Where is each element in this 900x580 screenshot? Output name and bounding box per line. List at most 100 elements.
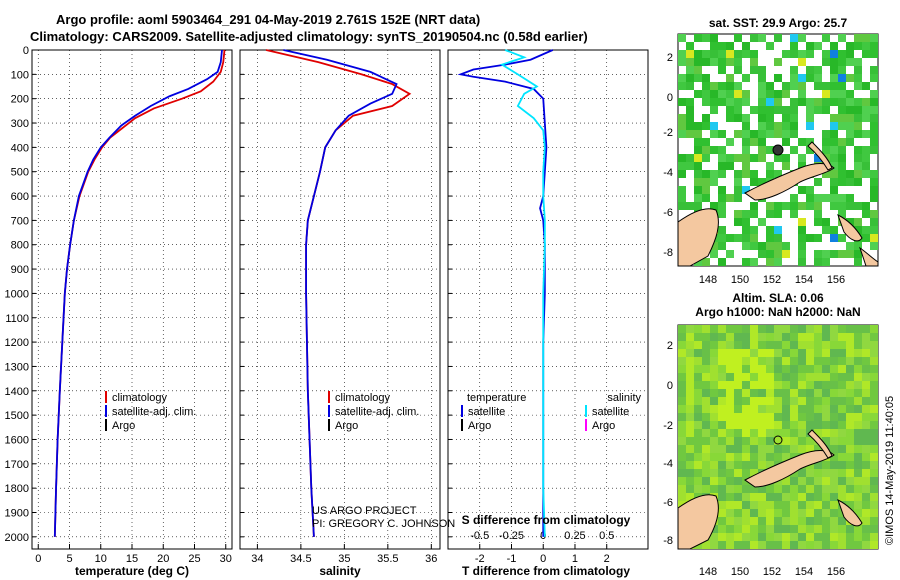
sst-cell [702,114,710,122]
y-tick-label: 500 [11,167,29,179]
sla-cell [798,333,806,341]
sla-cell [678,397,686,405]
sla-cell [846,373,854,381]
sla-cell [782,541,790,549]
sla-cell [854,533,862,541]
sla-cell [830,373,838,381]
sst-cell [854,34,862,42]
sst-cell [750,34,758,42]
sst-cell [718,186,726,194]
sla-cell [822,413,830,421]
sst-cell [694,34,702,42]
sst-cell [798,186,806,194]
sla-cell [846,333,854,341]
sst-cell [750,242,758,250]
sla-cell [750,349,758,357]
x-tick-label: -2 [475,553,485,565]
sst-cell [798,218,806,226]
sst-cell [862,34,870,42]
sst-cell [830,226,838,234]
sst-cell [678,186,686,194]
sla-cell [814,493,822,501]
sst-cell [846,74,854,82]
sst-cell [766,42,774,50]
sst-cell [718,194,726,202]
sst-cell [814,234,822,242]
sst-cell [726,98,734,106]
sla-cell [718,381,726,389]
sst-cell [758,66,766,74]
sla-cell [678,365,686,373]
sst-cell [710,178,718,186]
legend-label-satellite: satellite-adj. clim. [335,406,419,418]
sla-cell [774,541,782,549]
sla-cell [686,421,694,429]
sst-lat-tick-label: 2 [667,52,673,64]
sla-cell [678,493,686,501]
sla-cell [758,525,766,533]
sla-cell [862,341,870,349]
sst-cell [686,42,694,50]
sla-cell [686,445,694,453]
sst-cell [798,242,806,250]
sst-cell [686,130,694,138]
sla-cell [838,469,846,477]
sst-cell [806,98,814,106]
sla-cell [838,517,846,525]
sla-cell [774,357,782,365]
sst-cell [686,50,694,58]
sst-cell [766,146,774,154]
sst-cell [766,210,774,218]
sla-cell [750,517,758,525]
sla-cell [758,453,766,461]
sla-cell [862,485,870,493]
sst-cell [758,138,766,146]
sla-cell [710,381,718,389]
sst-cell [870,178,878,186]
sla-cell [774,453,782,461]
sst-cell [870,210,878,218]
sla-cell [782,357,790,365]
sla-cell [694,413,702,421]
sla-cell [686,325,694,333]
sst-cell [854,218,862,226]
x-tick-label: 1 [572,553,578,565]
sla-cell [862,373,870,381]
sla-cell [846,381,854,389]
sst-cell [678,98,686,106]
sst-cell [718,210,726,218]
sla-cell [790,349,798,357]
sst-lon-tick-label: 154 [795,274,813,286]
sst-cell [758,74,766,82]
sst-cell [806,50,814,58]
sst-cell [822,106,830,114]
sst-cell [734,50,742,58]
sla-cell [750,421,758,429]
sla-cell [806,517,814,525]
sla-cell [798,501,806,509]
sst-cell [766,250,774,258]
sst-cell [694,186,702,194]
sla-cell [766,461,774,469]
sst-cell [790,114,798,122]
sla-cell [678,453,686,461]
sst-cell [710,90,718,98]
sst-cell [790,106,798,114]
sla-cell [774,365,782,373]
series-line-s-satellite [499,49,546,537]
sla-cell [686,357,694,365]
sla-cell [862,429,870,437]
sst-cell [846,130,854,138]
y-tick-label: 0 [23,45,29,57]
sla-cell [678,429,686,437]
sla-cell [742,493,750,501]
sst-cell [830,82,838,90]
sst-cell [838,50,846,58]
sla-cell [822,533,830,541]
sst-cell [702,98,710,106]
sla-cell [790,325,798,333]
legend-swatch-t-argo [461,419,463,431]
sst-cell [686,66,694,74]
sst-cell [822,250,830,258]
sla-cell [742,509,750,517]
